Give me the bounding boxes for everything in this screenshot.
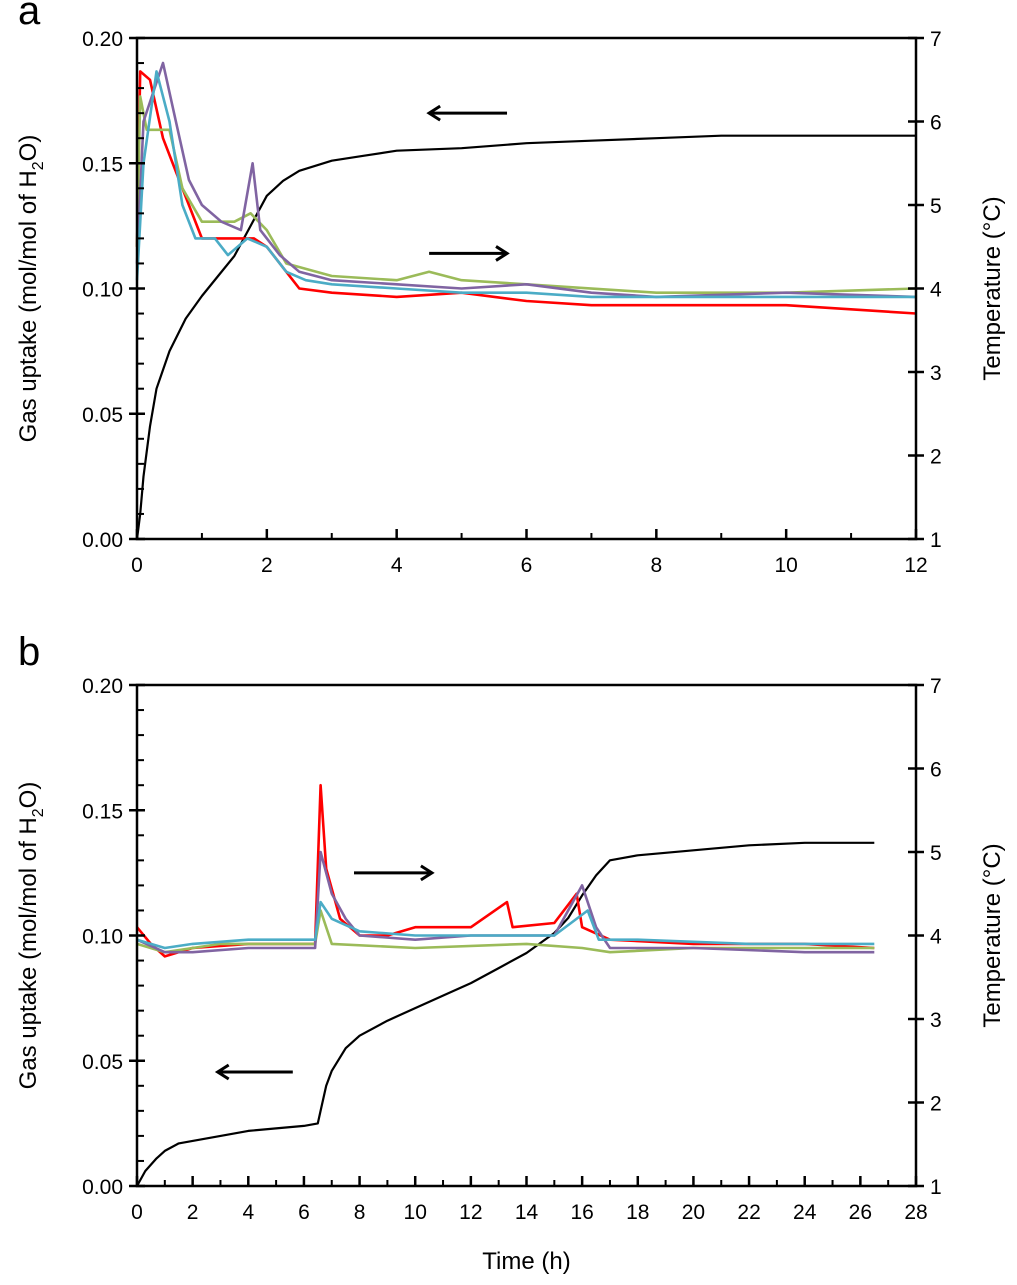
y-right-tick-label: 7 <box>930 675 942 698</box>
y-right-tick-label: 4 <box>930 926 942 949</box>
y-left-tick-label: 0.05 <box>82 1051 123 1074</box>
panel-label: b <box>18 630 40 674</box>
gas-uptake-line <box>136 841 875 1187</box>
x-tick-label: 16 <box>570 1201 593 1224</box>
panel-label: a <box>18 0 41 33</box>
arrow-left <box>214 1063 293 1081</box>
y-right-tick-label: 3 <box>930 362 942 385</box>
arrow-head <box>420 864 435 882</box>
arrow-right <box>354 864 435 882</box>
x-tick-label: 22 <box>737 1201 760 1224</box>
x-tick-label: 0 <box>131 1201 143 1224</box>
x-tick-label: 24 <box>793 1201 817 1224</box>
arrow-right <box>429 245 510 262</box>
temperature-line-3 <box>135 61 917 299</box>
arrow-head <box>214 1063 230 1081</box>
y-left-tick-label: 0.00 <box>82 529 123 552</box>
x-tick-label: 8 <box>354 1201 366 1224</box>
series-group <box>135 61 917 540</box>
y-left-tick-label: 0.10 <box>82 926 123 949</box>
y-right-tick-label: 4 <box>930 279 942 302</box>
y-right-tick-label: 1 <box>930 1176 942 1199</box>
arrow-head <box>426 104 441 122</box>
temperature-line-1 <box>136 783 875 958</box>
x-axis-title: Time (h) <box>482 1248 570 1275</box>
y-left-axis-title: Gas uptake (mol/mol of H2O) <box>15 135 47 443</box>
gas-uptake-line <box>135 134 916 540</box>
y-right-tick-label: 3 <box>930 1009 942 1032</box>
x-tick-label: 10 <box>774 554 797 577</box>
temperature-line-4 <box>136 900 875 950</box>
series-group <box>136 783 875 1187</box>
arrow-head <box>495 245 510 262</box>
y-left-tick-label: 0.20 <box>82 675 123 698</box>
y-right-tick-label: 5 <box>930 195 942 218</box>
y-right-axis-title: Temperature (°C) <box>979 843 1006 1027</box>
x-tick-label: 26 <box>849 1201 872 1224</box>
y-left-tick-label: 0.10 <box>82 279 123 302</box>
x-tick-label: 6 <box>298 1201 310 1224</box>
x-tick-label: 8 <box>650 554 662 577</box>
y-left-tick-label: 0.15 <box>82 153 123 176</box>
y-left-tick-label: 0.20 <box>82 28 123 51</box>
arrow-left <box>426 104 508 122</box>
y-right-tick-label: 7 <box>930 28 942 51</box>
panel-b: b0 2 4 6 8 10 12 14 16 18 20 22 24 26 280.000.050.100.… <box>15 630 1006 1275</box>
y-right-tick-label: 5 <box>930 842 942 865</box>
x-tick-label: 14 <box>515 1201 539 1224</box>
temperature-line-2 <box>135 95 917 295</box>
x-tick-label: 10 <box>404 1201 427 1224</box>
temperature-line-1 <box>135 70 917 315</box>
x-tick-label: 0 <box>131 554 143 577</box>
y-left-tick-label: 0.05 <box>82 404 123 427</box>
x-tick-label: 2 <box>261 554 273 577</box>
x-tick-label: 6 <box>521 554 533 577</box>
panel-a: a0 2 4 6 8 10 120.000.050.100.150.201234567Gas… <box>15 0 1006 577</box>
y-left-axis-title: Gas uptake (mol/mol of H2O) <box>15 782 47 1090</box>
temperature-line-2 <box>136 909 875 954</box>
y-left-tick-label: 0.00 <box>82 1176 123 1199</box>
x-tick-label: 20 <box>682 1201 705 1224</box>
y-left-tick-label: 0.15 <box>82 800 123 823</box>
temperature-line-4 <box>135 70 916 299</box>
y-right-tick-label: 2 <box>930 1093 942 1116</box>
y-right-tick-label: 2 <box>930 446 942 469</box>
x-tick-label: 4 <box>391 554 403 577</box>
x-tick-label: 12 <box>459 1201 482 1224</box>
temperature-line-3 <box>136 850 875 954</box>
y-right-tick-label: 6 <box>930 759 942 782</box>
x-tick-label: 4 <box>242 1201 254 1224</box>
x-tick-label: 2 <box>187 1201 199 1224</box>
x-tick-label: 18 <box>626 1201 649 1224</box>
plot-frame <box>135 36 918 541</box>
y-right-axis-title: Temperature (°C) <box>979 196 1006 380</box>
x-tick-label: 28 <box>904 1201 927 1224</box>
x-tick-label: 12 <box>904 554 927 577</box>
y-right-tick-label: 6 <box>930 112 942 135</box>
y-right-tick-label: 1 <box>930 529 942 552</box>
